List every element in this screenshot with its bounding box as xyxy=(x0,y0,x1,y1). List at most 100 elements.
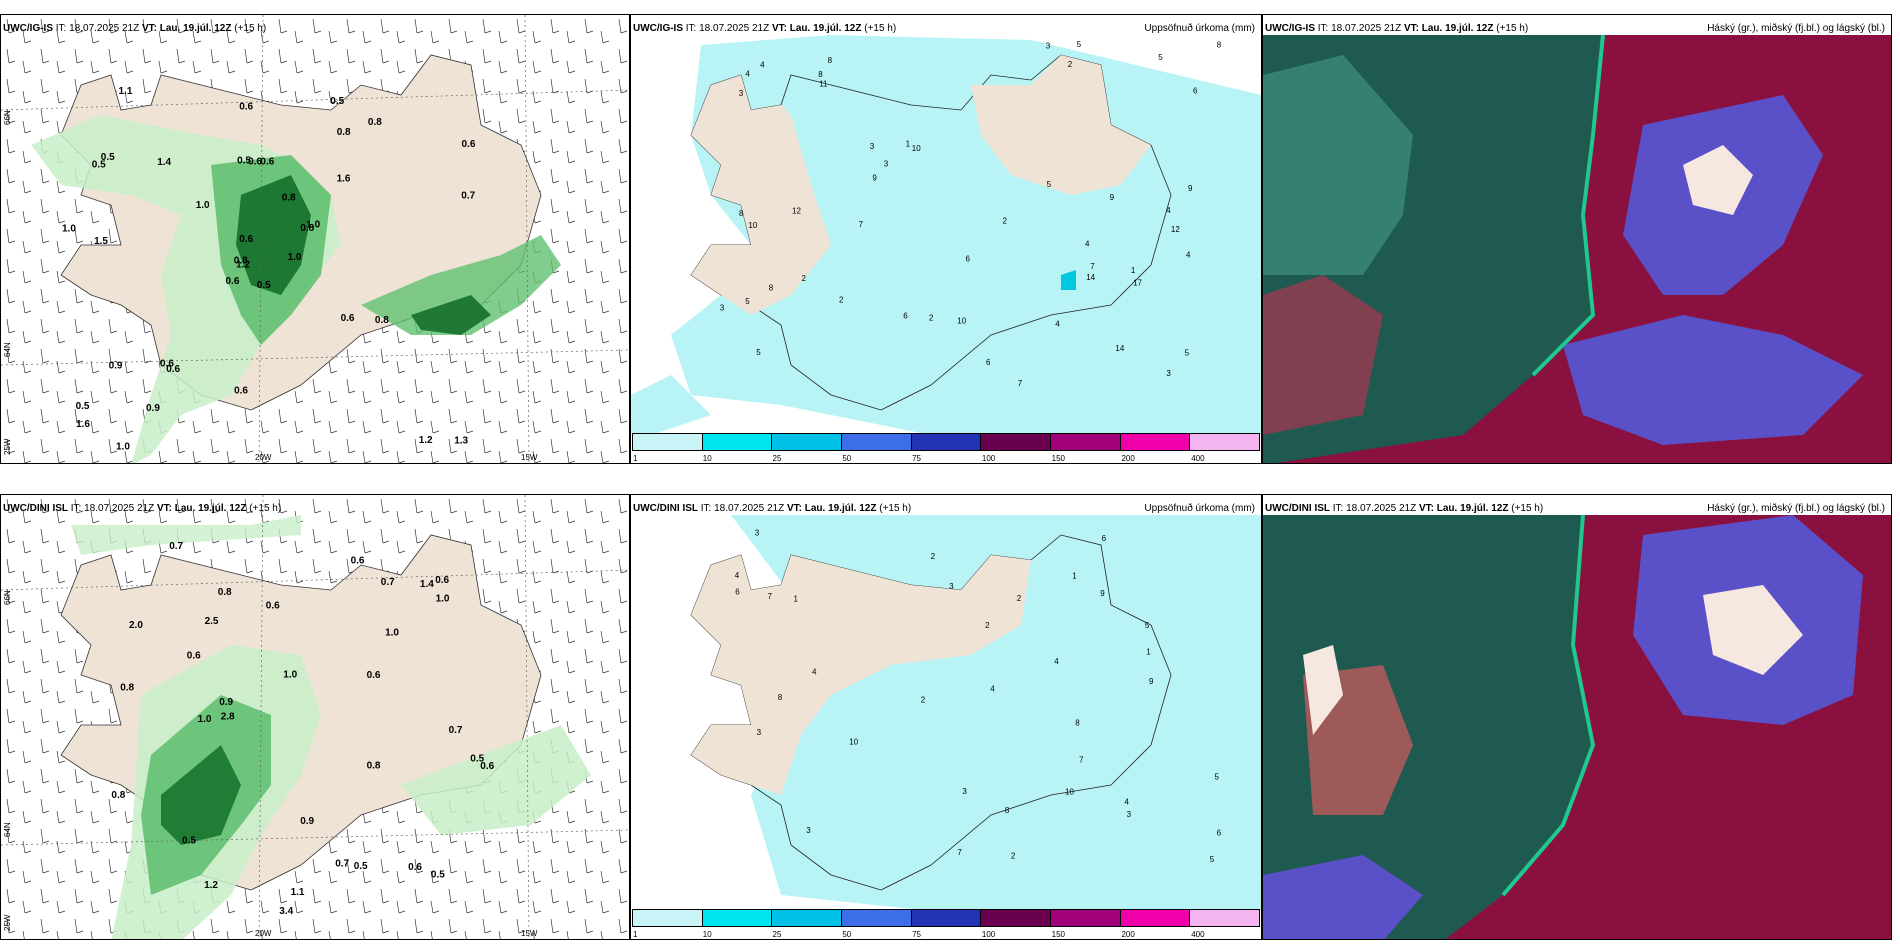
value-label: 10 xyxy=(849,737,858,746)
value-label: 3 xyxy=(755,528,760,537)
panel-header: UWC/DINI ISL IT: 18.07.2025 21Z VT: Lau.… xyxy=(633,503,912,514)
value-label: 3 xyxy=(720,304,725,313)
value-label: 4 xyxy=(760,61,765,70)
value-label: 0.8 xyxy=(367,761,381,772)
precip-sea-cyan-2 xyxy=(631,375,711,435)
value-label: 8 xyxy=(769,284,774,293)
value-label: 7 xyxy=(768,592,773,601)
colorbar-label: 50 xyxy=(842,930,852,939)
value-label: 2 xyxy=(839,296,844,305)
dry-land-ne xyxy=(971,55,1151,195)
panel-header: UWC/IG-IS IT: 18.07.2025 21Z VT: Lau. 19… xyxy=(3,23,267,34)
colorbar-swatch xyxy=(911,434,982,450)
lon-label-15: 15W xyxy=(521,929,538,938)
value-label: 17 xyxy=(1133,279,1142,288)
lat-label-66: 66N xyxy=(3,590,12,605)
colorbar-label: 100 xyxy=(981,454,996,463)
value-label: 5 xyxy=(1215,773,1220,782)
value-label: 9 xyxy=(1188,184,1193,193)
value-label: 9 xyxy=(1100,589,1105,598)
value-label: 0.6 xyxy=(480,761,494,772)
lon-label-25: 25W xyxy=(3,914,12,931)
value-label: 5 xyxy=(1145,621,1150,630)
value-label: 8 xyxy=(1075,719,1080,728)
value-label: 5 xyxy=(1047,180,1052,189)
value-label: 4 xyxy=(1186,250,1191,259)
lat-label-64: 64N xyxy=(3,822,12,837)
colorbar-label: 75 xyxy=(912,930,922,939)
precip-colorbar xyxy=(632,433,1260,451)
value-label: 2 xyxy=(1017,594,1022,603)
precip-green-east xyxy=(361,235,561,335)
value-label: 1.3 xyxy=(454,436,468,447)
value-label: 1.0 xyxy=(306,220,320,231)
value-label: 0.8 xyxy=(111,790,125,801)
value-label: 1 xyxy=(1131,266,1136,275)
value-label: 2 xyxy=(921,696,926,705)
value-label: 0.9 xyxy=(219,697,233,708)
cloud-gap-white xyxy=(1683,145,1753,215)
value-label: 0.6 xyxy=(187,651,201,662)
value-label: 10 xyxy=(957,317,966,326)
cloud-edge-green xyxy=(1531,34,1605,377)
value-label: 3 xyxy=(757,728,762,737)
colorbar-swatch xyxy=(702,434,773,450)
panel-top-precip-wind: UWC/IG-IS IT: 18.07.2025 21Z VT: Lau. 19… xyxy=(0,14,630,464)
value-label: 1.0 xyxy=(196,200,210,211)
colorbar-label: 1 xyxy=(633,930,638,939)
value-label: 5 xyxy=(745,297,750,306)
value-label: 5 xyxy=(756,348,761,357)
colorbar-label: 10 xyxy=(702,454,712,463)
value-label: 6 xyxy=(966,254,971,263)
colorbar-swatch xyxy=(1190,910,1260,926)
colorbar-swatch xyxy=(1120,434,1191,450)
colorbar-label: 1 xyxy=(633,454,638,463)
value-label: 3.4 xyxy=(279,906,293,917)
value-label: 0.6 xyxy=(462,139,476,150)
value-label: 0.8 xyxy=(120,682,134,693)
wind-precip-map: 0.50.51.20.50.80.60.50.60.81.01.11.31.50… xyxy=(1,15,629,463)
cloud-gap-white xyxy=(1303,645,1343,735)
precip-green-dark xyxy=(236,175,311,295)
value-label: 4 xyxy=(990,684,995,693)
panel-bottom-accum-precip: UWC/DINI ISL IT: 18.07.2025 21Z VT: Lau.… xyxy=(630,494,1262,940)
colorbar-swatch xyxy=(1051,910,1121,926)
panel-header: UWC/IG-IS IT: 18.07.2025 21Z VT: Lau. 19… xyxy=(633,23,897,34)
value-label: 1.0 xyxy=(288,252,302,263)
value-label: 1.0 xyxy=(116,442,130,453)
colorbar-label: 150 xyxy=(1051,930,1066,939)
colorbar-swatch xyxy=(772,910,843,926)
precip-green-east-dark xyxy=(411,295,491,335)
panel-top-clouds: UWC/IG-IS IT: 18.07.2025 21Z VT: Lau. 19… xyxy=(1262,14,1892,464)
value-label: 2 xyxy=(1011,851,1016,860)
value-label: 0.6 xyxy=(266,601,280,612)
value-label: 0.9 xyxy=(146,403,160,414)
value-label: 1 xyxy=(1072,572,1077,581)
value-label: 3 xyxy=(806,826,811,835)
value-label: 0.8 xyxy=(337,127,351,138)
precip-green-coast xyxy=(71,515,301,555)
value-label: 6 xyxy=(1193,86,1198,95)
value-label: 0.5 xyxy=(182,836,196,847)
value-label: 8 xyxy=(1005,806,1010,815)
value-label: 3 xyxy=(1046,41,1051,50)
colorbar-label: 25 xyxy=(772,930,782,939)
value-label: 2 xyxy=(929,313,934,322)
value-label: 0.6 xyxy=(239,234,253,245)
panel-header: UWC/IG-IS IT: 18.07.2025 21Z VT: Lau. 19… xyxy=(1265,23,1529,34)
value-label: 9 xyxy=(1110,193,1115,202)
value-label: 0.8 xyxy=(218,587,232,598)
value-label: 0.7 xyxy=(449,725,463,736)
accum-precip-map: 4125810145237384569621285943871011964374… xyxy=(631,35,1261,435)
cloud-mix-red xyxy=(1263,275,1383,435)
value-label: 10 xyxy=(748,221,757,230)
precip-green-dark xyxy=(161,745,241,845)
colorbar-swatch xyxy=(981,434,1052,450)
colorbar-swatch xyxy=(911,910,982,926)
value-label: 3 xyxy=(884,160,889,169)
value-label: 2.8 xyxy=(221,711,235,722)
value-label: 4 xyxy=(1125,797,1130,806)
value-label: 10 xyxy=(1065,787,1074,796)
value-label: 1.0 xyxy=(436,594,450,605)
precip-green-east xyxy=(401,725,591,835)
